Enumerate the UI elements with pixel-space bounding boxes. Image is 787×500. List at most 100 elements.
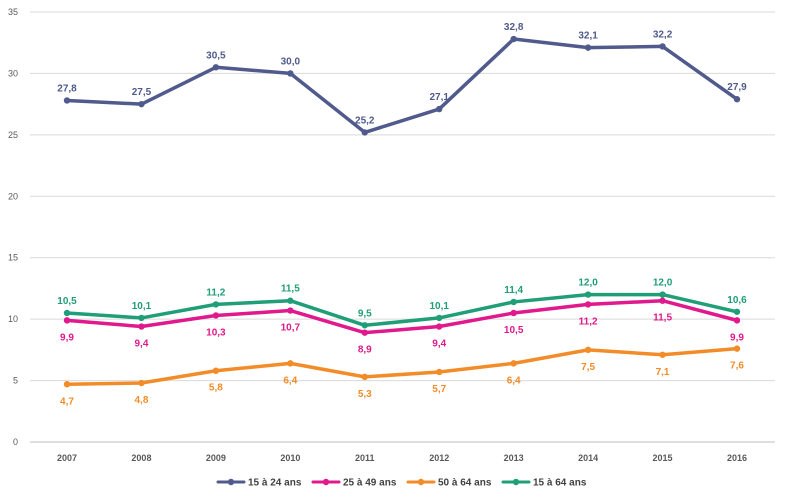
data-label: 10,1 [429,301,449,312]
data-point [287,297,294,304]
y-tick-label: 5 [13,376,18,386]
data-label: 11,5 [653,313,672,324]
data-point [287,360,294,367]
data-label: 10,5 [504,325,524,336]
data-point [584,346,592,354]
data-point [361,129,368,136]
x-tick-label: 2014 [578,453,598,463]
legend: 15 à 24 ans 25 à 49 ans 50 à 64 ans 15 à 64… [216,478,587,489]
y-tick-label: 35 [8,7,18,17]
data-label: 12,0 [578,278,598,289]
data-point [510,298,517,306]
series-line [65,346,739,387]
data-label: 5,7 [432,384,446,395]
data-point [659,291,666,298]
legend-label: 15 à 24 ans [248,478,302,489]
data-point [436,105,443,113]
data-label: 10,7 [281,323,301,334]
series-line [65,292,739,328]
data-label: 5,8 [209,383,223,394]
legend-label: 15 à 64 ans [533,478,587,489]
data-point [138,323,145,330]
data-point [584,291,592,298]
data-label: 9,4 [134,339,148,350]
data-point [63,309,71,317]
legend-item: 50 à 64 ans [406,478,492,489]
data-point [138,314,145,322]
data-point [287,307,294,314]
data-point [733,96,741,103]
data-label: 27,8 [57,83,77,94]
data-point [361,329,368,336]
data-point [733,317,741,324]
legend-swatch-marker [417,478,425,486]
data-labels: 27,8 27,5 30,5 30,0 25,2 27,1 32,8 32,1 32,2 27,9… [57,22,747,407]
data-label: 8,9 [358,345,372,356]
x-tick-label: 2007 [57,453,77,463]
axes: 0 5 10 15 20 25 30 35 2007 2008 2009 2010 2011 2012 20… [8,7,747,463]
data-point [659,297,666,304]
data-point [63,317,71,324]
data-label: 27,9 [727,82,747,93]
x-tick-label: 2015 [653,453,673,463]
x-tick-label: 2011 [355,453,375,463]
legend-label: 50 à 64 ans [438,478,492,489]
y-tick-label: 30 [8,68,18,78]
data-label: 27,5 [132,87,152,98]
data-point [733,308,741,315]
legend-item: 15 à 64 ans [501,478,587,489]
data-label: 32,1 [578,31,598,42]
data-label: 6,4 [507,375,521,386]
data-point [510,35,517,43]
data-point [436,323,443,330]
x-tick-label: 2010 [280,453,300,463]
data-label: 5,3 [358,389,372,400]
data-label: 9,4 [432,339,446,350]
data-label: 10,1 [132,301,152,312]
y-tick-label: 0 [13,437,18,447]
data-point [361,373,368,381]
data-label: 11,5 [281,284,300,295]
data-label: 11,4 [504,285,523,296]
data-label: 6,4 [283,375,297,386]
data-label: 10,3 [206,327,226,338]
data-point [584,44,592,51]
data-label: 11,2 [206,287,225,298]
data-label: 7,1 [656,367,670,378]
y-tick-label: 15 [8,253,18,263]
legend-swatch-marker [512,478,520,486]
data-point [659,351,666,358]
data-label: 4,7 [60,396,74,407]
data-point [63,97,71,104]
data-label: 10,5 [57,296,77,307]
data-label: 7,5 [581,362,595,373]
data-point [212,301,220,308]
data-label: 10,6 [727,295,747,306]
y-tick-label: 20 [8,191,18,201]
data-label: 25,2 [355,115,375,126]
data-point [659,43,666,50]
legend-item: 25 à 49 ans [311,478,397,489]
data-label: 7,6 [730,361,744,372]
data-label: 11,2 [579,316,598,327]
data-label: 9,9 [60,332,74,343]
data-label: 30,5 [206,50,226,61]
series-line [65,298,739,335]
data-point [287,70,294,77]
data-label: 9,9 [730,332,744,343]
series-lines [63,35,741,388]
y-tick-label: 10 [8,314,18,324]
y-tick-label: 25 [8,130,18,140]
data-point [138,100,145,108]
data-label: 4,8 [134,395,148,406]
x-tick-label: 2009 [206,453,226,463]
data-label: 30,0 [281,56,301,67]
data-point [212,367,220,374]
data-point [212,64,220,71]
data-point [212,312,220,319]
data-point [510,360,517,367]
data-point [436,368,443,376]
x-tick-label: 2013 [504,453,524,463]
